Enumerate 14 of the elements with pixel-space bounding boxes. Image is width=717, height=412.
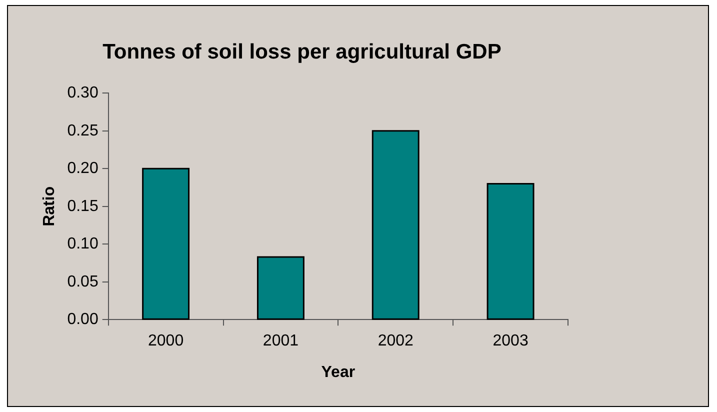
- y-tick-label: 0.05: [67, 273, 98, 290]
- y-tick-label: 0.10: [67, 236, 98, 253]
- y-tick-label: 0.30: [67, 84, 98, 102]
- y-tick-label: 0.25: [67, 122, 98, 140]
- x-tick-label: 2002: [378, 332, 414, 350]
- x-axis-title: Year: [321, 364, 356, 381]
- y-axis-title: Ratio: [41, 186, 58, 226]
- y-tick-label: 0.20: [67, 160, 98, 178]
- chart-title: Tonnes of soil loss per agricultural GDP: [102, 40, 502, 64]
- x-tick-label: 2003: [492, 332, 528, 350]
- y-tick-label: 0.00: [67, 311, 98, 328]
- x-tick-label: 2001: [262, 332, 299, 350]
- x-tick-label: 2000: [148, 332, 184, 350]
- y-tick-label: 0.15: [67, 198, 98, 215]
